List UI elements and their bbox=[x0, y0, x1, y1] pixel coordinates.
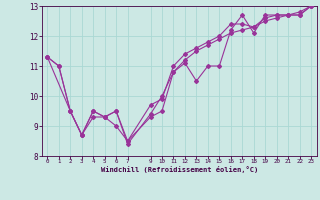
X-axis label: Windchill (Refroidissement éolien,°C): Windchill (Refroidissement éolien,°C) bbox=[100, 166, 258, 173]
